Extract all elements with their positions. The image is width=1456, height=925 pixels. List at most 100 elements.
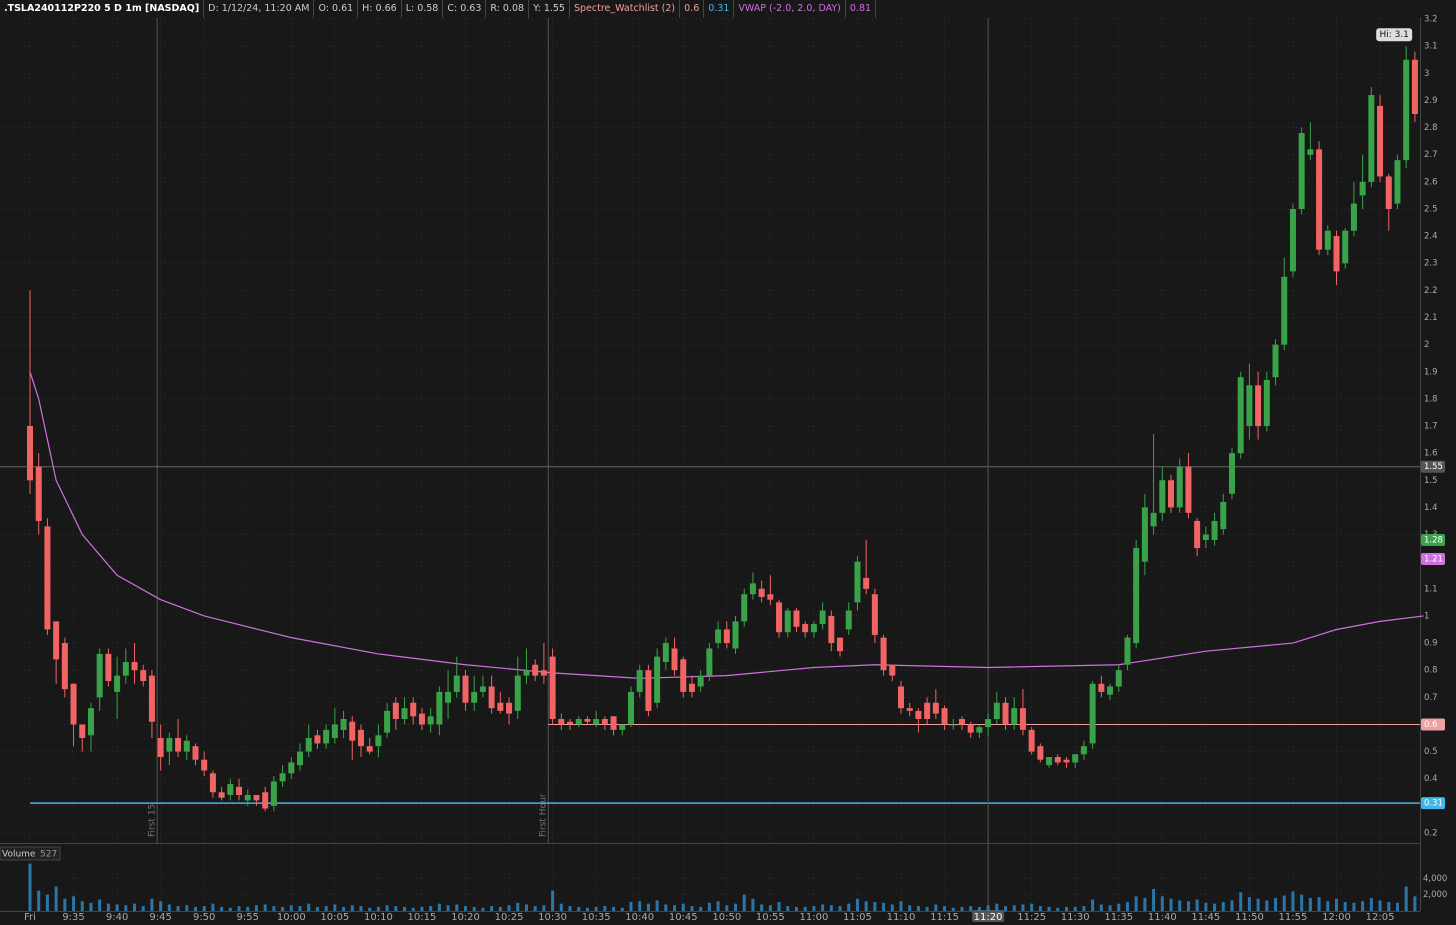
session-label: First Hour [539,793,549,837]
candle-body [1255,385,1262,427]
volume-bar [263,904,267,911]
candle-body [1194,520,1201,549]
candle-body [523,670,530,676]
volume-bar [673,905,677,911]
volume-bar [1038,906,1042,911]
volume-bar [507,905,511,911]
candle-body [898,686,904,709]
candle-body [1159,480,1166,513]
volume-bar [524,904,528,911]
candle-body [384,710,391,733]
candle-body [236,786,243,795]
x-tick-label: 11:55 [1279,912,1308,923]
candle-body [1124,637,1131,665]
volume-bar [1169,898,1173,911]
candle-body [35,466,42,521]
volume-bar [159,901,163,911]
x-tick-label: 10:55 [756,912,785,923]
x-tick-label: 9:35 [62,912,84,923]
candle-body [1011,708,1018,725]
y-tick-label: 3 [1424,69,1429,79]
candle-body [584,719,591,722]
volume-bar [1256,898,1260,911]
symbol: .TSLA240112P220 5 D 1m [NASDAQ] [0,0,205,18]
candle-body [1133,548,1140,644]
candle-body [314,735,321,744]
candle-body [880,637,887,671]
volume-bar [63,898,67,911]
study-value: 0.31 [704,0,735,18]
y-tick-label: 0.5 [1424,747,1438,757]
y-tick-label: 1.8 [1424,394,1438,404]
volume-bar [1125,902,1129,911]
volume-bar [246,906,250,911]
candle-body [732,621,739,649]
candle-body [1263,379,1270,427]
volume-bar [1335,898,1338,911]
price-marker-box [1421,552,1445,565]
candle-body [1080,746,1087,755]
volume-bar [1091,899,1095,911]
candle-body [802,624,809,633]
candle-body [1176,466,1183,508]
candle-body [662,643,669,663]
study-name: Spectre_Watchlist (2) [570,0,681,18]
x-tick-label: 9:40 [106,912,128,923]
candle-body [175,738,182,752]
volume-bar [307,903,311,911]
candle-body [497,702,504,711]
y-tick-label: 1.6 [1424,449,1438,459]
candle-body [244,794,251,801]
volume-bar [167,904,171,911]
price-marker-label: 1.21 [1424,554,1443,564]
volume-bar [664,904,668,911]
y-tick-label: 2.5 [1424,204,1438,214]
y-tick-label: 2.1 [1424,313,1438,323]
volume-bar [542,905,546,911]
price-marker-box [1421,718,1445,731]
candle-body [819,610,826,625]
volume-bar [1204,902,1208,911]
volume-bar [133,903,137,911]
volume-bar [368,907,372,911]
volume-bar [681,903,685,911]
volume-bar [359,906,363,911]
y-tick-label: 1 [1424,611,1429,621]
ohlc-field: Y: 1.55 [529,0,570,18]
volume-bar [1274,897,1278,911]
candle-body [1237,377,1244,454]
volume-bar [1378,900,1382,911]
candle-body [279,773,286,782]
candle-body [1359,181,1366,196]
candle-body [645,670,652,711]
y-tick-label: 0.8 [1424,666,1438,676]
x-tick-label: 11:50 [1235,912,1264,923]
y-tick-label: 2.2 [1424,286,1438,296]
candle-body [1037,746,1044,760]
volume-bar [1308,897,1312,911]
candle-body [1394,160,1401,204]
volume-bar [1300,894,1304,911]
volume-bar [220,906,224,911]
volume-bar [1361,901,1365,911]
x-tick-label: 11:00 [799,912,828,923]
candle-body [593,719,600,725]
volume-bar [106,903,110,911]
candle-body [166,738,173,752]
candle-body [932,702,939,714]
volume-bar [594,906,598,911]
x-tick-label: 11:10 [887,912,916,923]
candle-body [610,716,617,730]
candle-body [471,691,478,703]
candle-body [697,675,704,687]
volume-bar [185,905,189,911]
candle-body [1098,683,1105,692]
candle-body [967,724,974,733]
volume-bar [646,903,650,911]
volume-bar [298,906,302,911]
volume-bar [1326,901,1330,911]
volume-bar [1004,906,1008,911]
volume-bar [855,898,859,911]
candle-body [889,664,896,676]
